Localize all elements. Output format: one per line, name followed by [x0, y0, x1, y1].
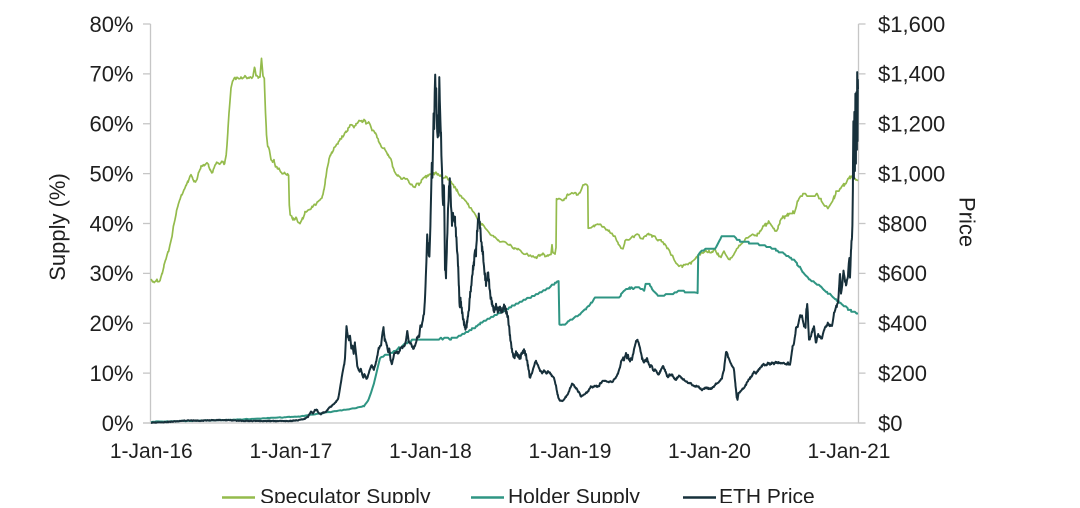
svg-text:1-Jan-21: 1-Jan-21 [808, 440, 891, 463]
svg-text:1-Jan-16: 1-Jan-16 [110, 440, 193, 463]
svg-text:Speculator Supply: Speculator Supply [260, 486, 431, 504]
svg-text:80%: 80% [89, 12, 133, 37]
svg-text:$600: $600 [878, 261, 927, 286]
svg-text:60%: 60% [89, 112, 133, 137]
svg-text:1-Jan-18: 1-Jan-18 [389, 440, 472, 463]
svg-text:1-Jan-20: 1-Jan-20 [668, 440, 751, 463]
svg-text:$400: $400 [878, 311, 927, 336]
svg-text:Holder Supply: Holder Supply [508, 486, 640, 504]
svg-text:70%: 70% [89, 62, 133, 87]
svg-text:$800: $800 [878, 211, 927, 236]
svg-text:10%: 10% [89, 361, 133, 386]
svg-text:40%: 40% [89, 211, 133, 236]
svg-text:1-Jan-17: 1-Jan-17 [249, 440, 332, 463]
svg-text:ETH Price: ETH Price [719, 486, 815, 504]
svg-text:$0: $0 [878, 411, 902, 436]
svg-text:1-Jan-19: 1-Jan-19 [529, 440, 612, 463]
svg-text:20%: 20% [89, 311, 133, 336]
svg-text:$1,600: $1,600 [878, 12, 945, 37]
svg-text:$1,000: $1,000 [878, 161, 945, 186]
svg-text:0%: 0% [102, 411, 134, 436]
svg-text:50%: 50% [89, 161, 133, 186]
svg-text:Supply (%): Supply (%) [45, 173, 70, 281]
svg-text:$200: $200 [878, 361, 927, 386]
svg-text:$1,200: $1,200 [878, 112, 945, 137]
svg-text:$1,400: $1,400 [878, 62, 945, 87]
svg-text:30%: 30% [89, 261, 133, 286]
svg-text:Price: Price [955, 197, 980, 247]
